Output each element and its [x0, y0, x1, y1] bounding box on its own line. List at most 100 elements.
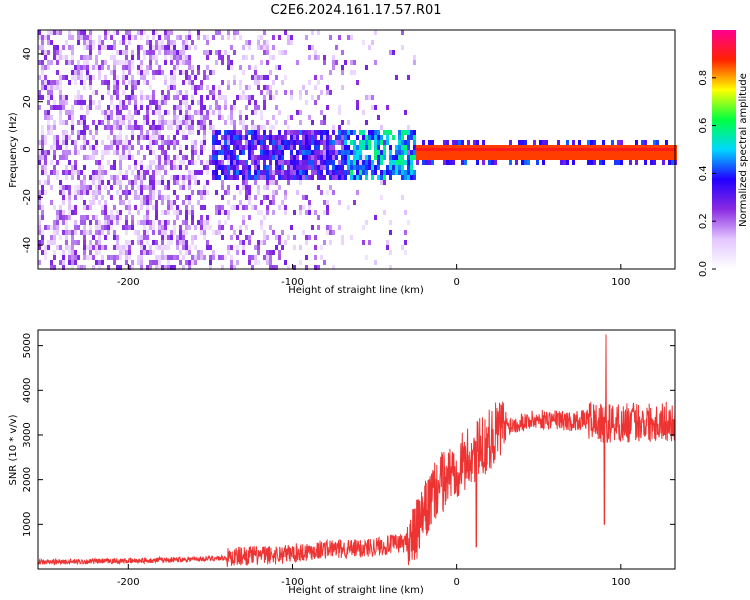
heatmap-cell — [104, 35, 107, 40]
heatmap-cell — [449, 150, 452, 155]
heatmap-cell — [332, 145, 335, 150]
heatmap-cell — [182, 265, 185, 270]
heatmap-cell — [176, 165, 179, 170]
heatmap-cell — [47, 95, 50, 100]
heatmap-cell — [407, 175, 410, 180]
heatmap-cell — [338, 170, 341, 175]
heatmap-cell — [221, 60, 224, 65]
heatmap-cell — [41, 210, 44, 215]
heatmap-cell — [62, 100, 65, 105]
heatmap-cell — [266, 45, 269, 50]
heatmap-cell — [44, 170, 47, 175]
heatmap-cell — [125, 195, 128, 200]
heatmap-cell — [287, 35, 290, 40]
heatmap-cell — [143, 175, 146, 180]
heatmap-cell — [224, 50, 227, 55]
heatmap-cell — [266, 210, 269, 215]
heatmap-cell — [554, 155, 557, 160]
heatmap-cell — [398, 165, 401, 170]
heatmap-cell — [116, 60, 119, 65]
heatmap-cell — [104, 75, 107, 80]
heatmap-cell — [407, 140, 410, 145]
heatmap-cell — [644, 145, 647, 150]
heatmap-cell — [53, 105, 56, 110]
heatmap-cell — [185, 260, 188, 265]
heatmap-cell — [236, 245, 239, 250]
heatmap-cell — [191, 205, 194, 210]
heatmap-cell — [143, 120, 146, 125]
heatmap-cell — [338, 140, 341, 145]
heatmap-cell — [188, 225, 191, 230]
heatmap-cell — [113, 40, 116, 45]
heatmap-cell — [320, 135, 323, 140]
heatmap-cell — [245, 145, 248, 150]
heatmap-cell — [593, 140, 596, 145]
heatmap-cell — [536, 150, 539, 155]
heatmap-cell — [197, 220, 200, 225]
heatmap-cell — [203, 70, 206, 75]
heatmap-cell — [422, 155, 425, 160]
heatmap-cell — [104, 225, 107, 230]
heatmap-cell — [320, 255, 323, 260]
heatmap-cell — [644, 150, 647, 155]
heatmap-cell — [134, 230, 137, 235]
heatmap-cell — [254, 100, 257, 105]
heatmap-cell — [170, 140, 173, 145]
heatmap-cell — [302, 155, 305, 160]
heatmap-cell — [299, 145, 302, 150]
heatmap-cell — [245, 55, 248, 60]
heatmap-cell — [77, 190, 80, 195]
heatmap-cell — [131, 50, 134, 55]
heatmap-cell — [188, 180, 191, 185]
heatmap-cell — [509, 155, 512, 160]
heatmap-cell — [131, 90, 134, 95]
heatmap-cell — [158, 155, 161, 160]
heatmap-cell — [65, 60, 68, 65]
heatmap-cell — [179, 225, 182, 230]
heatmap-cell — [155, 240, 158, 245]
heatmap-cell — [176, 235, 179, 240]
heatmap-cell — [239, 225, 242, 230]
heatmap-cell — [86, 230, 89, 235]
heatmap-cell — [365, 255, 368, 260]
heatmap-cell — [113, 230, 116, 235]
heatmap-cell — [215, 135, 218, 140]
heatmap-cell — [230, 235, 233, 240]
heatmap-cell — [242, 175, 245, 180]
heatmap-cell — [176, 255, 179, 260]
heatmap-cell — [323, 115, 326, 120]
heatmap-cell — [278, 175, 281, 180]
heatmap-cell — [479, 150, 482, 155]
heatmap-cell — [176, 245, 179, 250]
heatmap-cell — [329, 155, 332, 160]
heatmap-cell — [311, 95, 314, 100]
heatmap-cell — [365, 155, 368, 160]
heatmap-cell — [77, 30, 80, 35]
heatmap-cell — [140, 160, 143, 165]
heatmap-cell — [242, 135, 245, 140]
heatmap-cell — [230, 245, 233, 250]
heatmap-cell — [101, 175, 104, 180]
heatmap-cell — [143, 95, 146, 100]
heatmap-cell — [74, 95, 77, 100]
heatmap-cell — [575, 155, 578, 160]
heatmap-cell — [113, 30, 116, 35]
heatmap-cell — [290, 165, 293, 170]
heatmap-cell — [62, 260, 65, 265]
heatmap-cell — [83, 85, 86, 90]
heatmap-cell — [146, 135, 149, 140]
heatmap-cell — [95, 215, 98, 220]
heatmap-cell — [98, 75, 101, 80]
heatmap-cell — [134, 175, 137, 180]
heatmap-cell — [620, 160, 623, 165]
heatmap-cell — [188, 120, 191, 125]
heatmap-cell — [611, 145, 614, 150]
heatmap-cell — [320, 90, 323, 95]
heatmap-cell — [284, 120, 287, 125]
heatmap-cell — [236, 185, 239, 190]
heatmap-cell — [308, 135, 311, 140]
heatmap-cell — [221, 185, 224, 190]
heatmap-cell — [62, 55, 65, 60]
heatmap-cell — [443, 160, 446, 165]
heatmap-cell — [278, 145, 281, 150]
